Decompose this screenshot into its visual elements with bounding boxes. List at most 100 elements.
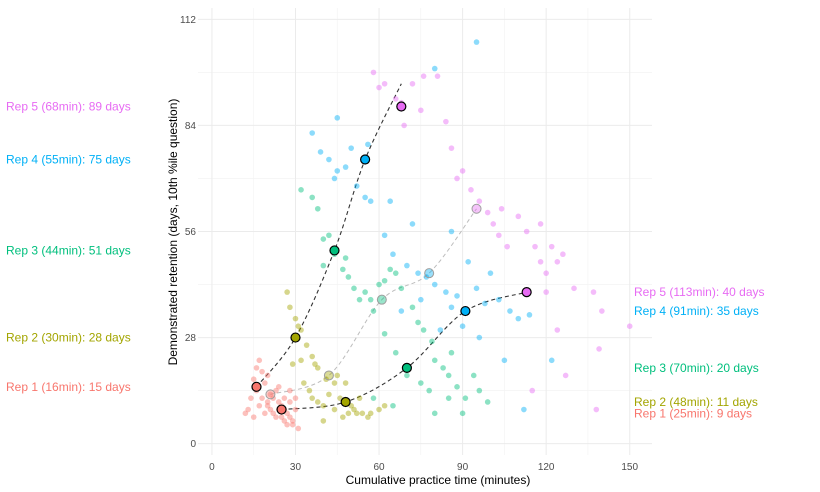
point-rep5	[571, 285, 577, 292]
point-rep3	[431, 357, 438, 364]
point-rep2	[287, 304, 293, 311]
highlight-point-rep4	[460, 305, 471, 317]
point-rep5	[392, 96, 399, 102]
left-label-rep1: Rep 1 (16min): 15 days	[6, 380, 131, 394]
point-rep5	[562, 372, 569, 379]
highlight-point-rep5	[396, 101, 407, 112]
point-rep1	[275, 384, 282, 390]
point-rep5	[532, 243, 538, 250]
point-rep1	[275, 399, 282, 405]
point-rep1	[262, 410, 268, 417]
highlight-point-faded-rep1	[265, 389, 276, 400]
point-rep3	[484, 399, 491, 405]
x-axis-ticks: 0 30 60 90 120 150	[209, 462, 638, 473]
x-tick-label: 150	[621, 462, 638, 473]
point-rep2	[381, 402, 388, 409]
point-rep2	[312, 361, 318, 367]
point-rep1	[289, 421, 296, 428]
point-rep4	[465, 259, 471, 265]
x-axis-title: Cumulative practice time (minutes)	[346, 473, 531, 487]
point-rep4	[409, 221, 416, 227]
x-tick-label: 120	[538, 462, 555, 473]
point-rep2	[342, 380, 349, 386]
point-rep2	[292, 315, 299, 322]
point-rep2	[309, 353, 315, 360]
point-rep1	[259, 395, 265, 401]
point-rep5	[376, 84, 382, 91]
trend-curve-dark	[281, 291, 527, 411]
point-rep5	[529, 387, 536, 394]
point-rep1	[284, 421, 290, 428]
point-rep3	[454, 384, 460, 390]
highlight-point-rep1	[276, 404, 287, 415]
point-rep3	[420, 327, 427, 333]
point-rep2	[340, 414, 346, 420]
point-rep3	[445, 372, 452, 379]
rep-labels: Rep 5 (68min): 89 days Rep 4 (55min): 75 …	[6, 99, 765, 420]
point-rep4	[353, 183, 360, 189]
trend-curve-light	[270, 208, 477, 395]
point-rep3	[320, 236, 327, 242]
point-rep5	[476, 198, 483, 204]
point-rep3	[418, 380, 424, 386]
point-rep3	[440, 365, 446, 371]
point-rep3	[392, 349, 399, 356]
right-label-rep4: Rep 4 (91min): 35 days	[634, 304, 759, 318]
highlight-point-rep4	[360, 154, 371, 165]
point-rep2	[353, 410, 360, 417]
x-tick-label: 90	[457, 462, 469, 473]
point-rep3	[340, 266, 346, 273]
y-tick-label: 56	[185, 227, 197, 238]
point-rep1	[287, 414, 293, 420]
point-rep5	[596, 346, 602, 352]
point-rep3	[342, 255, 349, 261]
point-rep1	[253, 365, 260, 371]
highlight-point-faded-rep2	[323, 370, 334, 381]
point-rep3	[309, 194, 315, 201]
point-rep5	[560, 251, 566, 258]
point-rep3	[381, 330, 388, 337]
point-rep4	[365, 141, 371, 148]
point-rep2	[320, 402, 327, 409]
highlight-point-rep3	[329, 245, 340, 256]
point-rep3	[356, 296, 363, 303]
y-tick-label: 84	[185, 121, 197, 132]
x-tick-label: 0	[209, 462, 215, 473]
point-rep4	[515, 315, 522, 322]
point-rep4	[398, 308, 405, 314]
y-axis-title: Demonstrated retention (days, 10th %ile …	[166, 99, 180, 366]
point-rep4	[387, 198, 393, 204]
point-rep3	[404, 372, 410, 379]
point-rep4	[415, 270, 421, 276]
point-rep2	[367, 410, 374, 417]
right-label-rep2: Rep 2 (48min): 11 days	[634, 395, 758, 409]
point-rep3	[320, 262, 327, 269]
point-rep1	[267, 406, 274, 413]
point-rep5	[548, 243, 555, 250]
highlight-point-rep2	[290, 332, 301, 343]
y-axis-ticks: 0 28 56 84 112	[180, 15, 196, 450]
point-rep3	[345, 274, 352, 280]
point-rep4	[331, 175, 338, 182]
highlight-point-rep2	[340, 396, 351, 408]
left-label-rep3: Rep 3 (44min): 51 days	[6, 243, 131, 257]
point-rep2	[295, 323, 302, 330]
point-rep5	[543, 289, 549, 295]
highlight-point-faded-rep4	[424, 268, 435, 279]
point-rep4	[473, 39, 480, 45]
point-rep5	[418, 107, 424, 114]
highlight-point-rep1	[251, 381, 262, 392]
point-rep2	[303, 342, 310, 348]
point-rep2	[289, 361, 296, 367]
highlight-point-rep5	[521, 287, 532, 298]
point-rep4	[404, 262, 410, 269]
highlight-point-rep3	[401, 362, 412, 373]
point-rep2	[334, 372, 341, 379]
point-rep5	[515, 213, 522, 220]
point-rep1	[281, 395, 288, 401]
point-rep5	[498, 205, 505, 212]
point-rep5	[543, 270, 549, 276]
point-rep3	[381, 277, 388, 284]
point-rep4	[448, 304, 455, 311]
point-rep5	[554, 327, 561, 333]
